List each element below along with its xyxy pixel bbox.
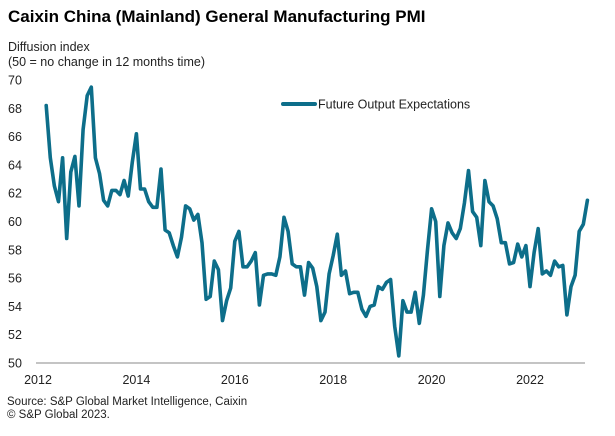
source-note: Source: S&P Global Market Intelligence, … — [7, 396, 247, 422]
y-tick-label: 62 — [8, 187, 22, 201]
y-tick-label: 68 — [8, 102, 22, 116]
legend: Future Output Expectations — [281, 98, 470, 112]
copyright-text: © S&P Global 2023. — [7, 409, 110, 421]
legend-label: Future Output Expectations — [318, 98, 470, 112]
chart-title: Caixin China (Mainland) General Manufact… — [8, 7, 426, 26]
source-text: Source: S&P Global Market Intelligence, … — [7, 396, 248, 408]
y-tick-label: 66 — [8, 130, 22, 144]
x-tick-label: 2022 — [516, 373, 544, 387]
y-tick-label: 60 — [8, 215, 22, 229]
y-axis-description: Diffusion index (50 = no change in 12 mo… — [8, 40, 205, 70]
y-axis: 50 52 54 56 58 60 62 64 66 68 70 — [8, 74, 22, 371]
y-tick-label: 54 — [8, 300, 22, 314]
y-tick-label: 56 — [8, 272, 22, 286]
x-tick-label: 2018 — [319, 373, 347, 387]
series-group — [44, 85, 590, 358]
y-tick-label: 52 — [8, 328, 22, 342]
x-tick-label: 2014 — [122, 373, 150, 387]
y-tick-label: 50 — [8, 357, 22, 371]
x-axis: 2012 2014 2016 2018 2020 2022 — [24, 373, 544, 387]
y-axis-label: Diffusion index — [8, 40, 90, 54]
y-tick-label: 70 — [8, 74, 22, 88]
y-tick-label: 64 — [8, 158, 22, 172]
x-tick-label: 2016 — [221, 373, 249, 387]
x-tick-label: 2012 — [24, 373, 52, 387]
y-axis-note: (50 = no change in 12 months time) — [8, 55, 205, 69]
y-tick-label: 58 — [8, 243, 22, 257]
x-tick-label: 2020 — [418, 373, 446, 387]
series-line-future-output-expectations — [44, 85, 590, 358]
